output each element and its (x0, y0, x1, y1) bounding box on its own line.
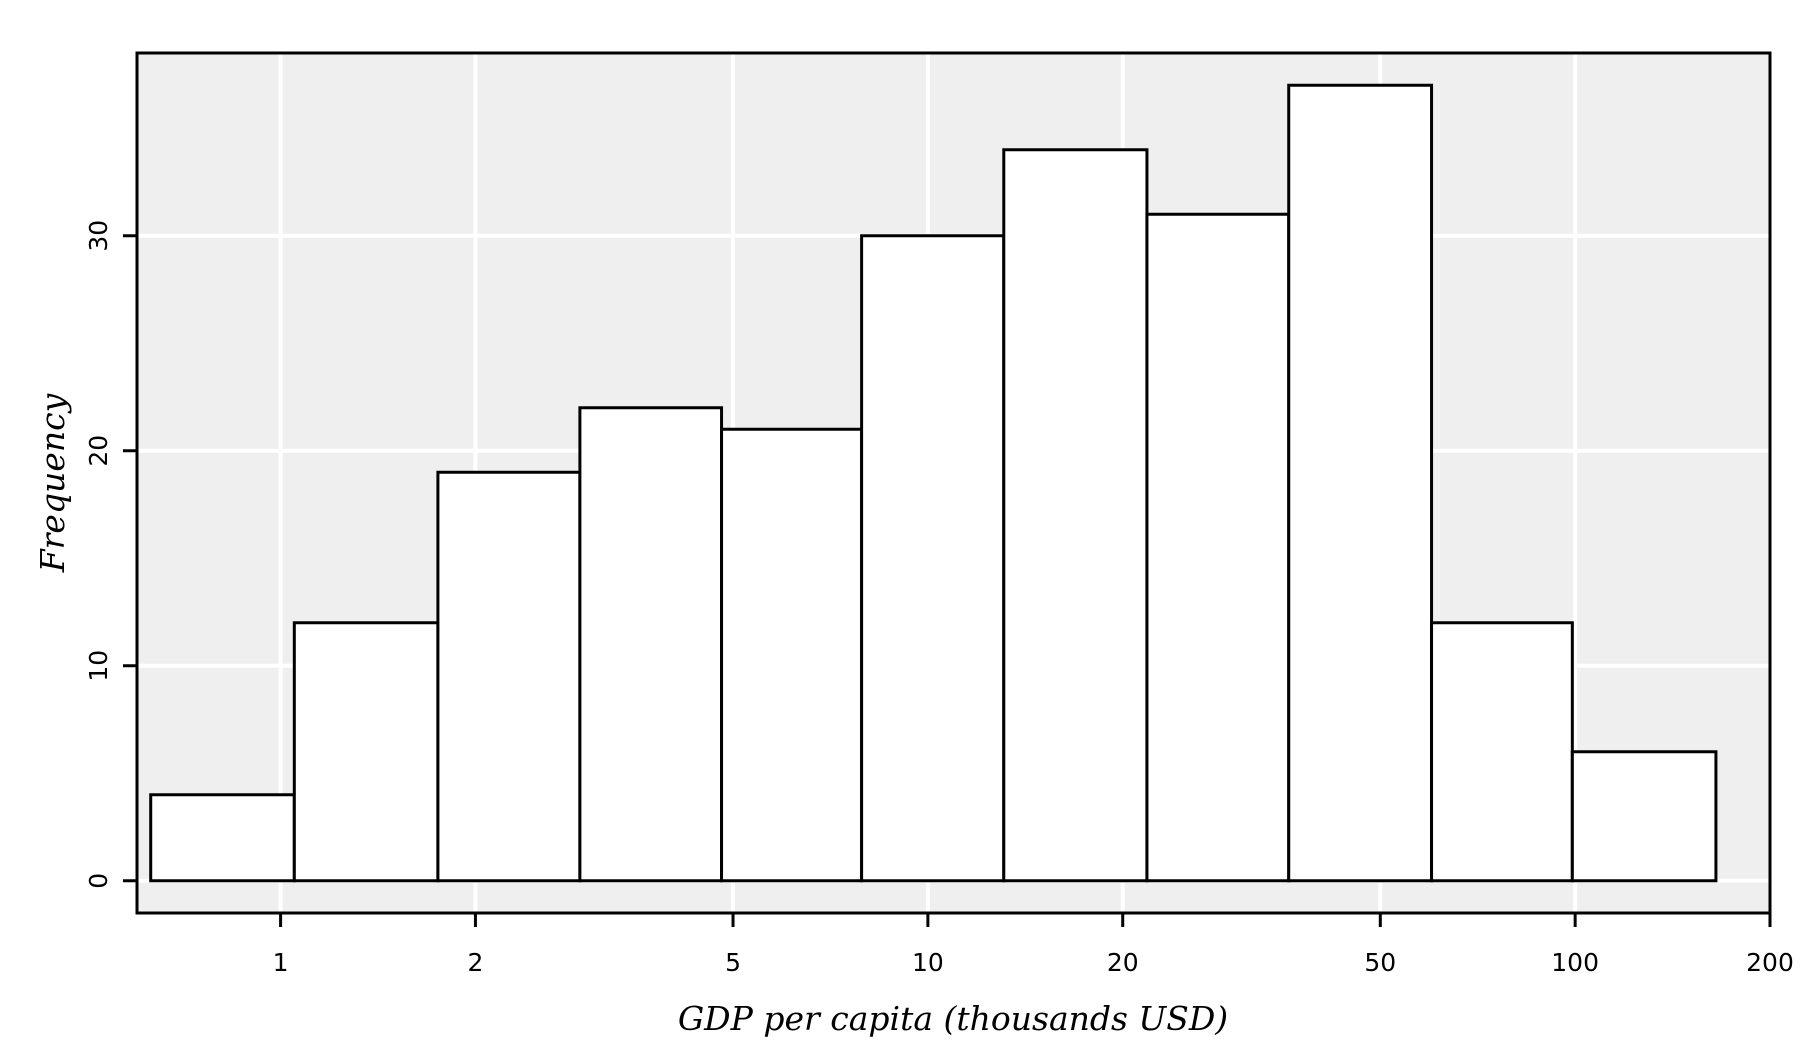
x-tick-label-10: 10 (912, 948, 944, 977)
x-tick-label-200: 200 (1746, 948, 1794, 977)
histogram-bar-8 (1145, 212, 1291, 883)
y-axis-title: Frequency (33, 393, 72, 573)
y-tick-label-20: 20 (84, 435, 113, 467)
histogram-bar-5 (720, 427, 864, 883)
histogram-bar-7 (1002, 148, 1149, 883)
x-tick-label-5: 5 (725, 948, 741, 977)
histogram-bars (149, 83, 1718, 883)
plot-frame (135, 51, 1772, 915)
histogram-bar-4 (578, 406, 724, 883)
x-tick-label-2: 2 (467, 948, 483, 977)
histogram-bar-3 (436, 470, 582, 883)
histogram-bar-1 (149, 793, 296, 883)
y-tick-label-30: 30 (84, 220, 113, 252)
x-tick-label-20: 20 (1107, 948, 1139, 977)
histogram-bar-2 (292, 621, 440, 883)
histogram-bar-6 (860, 234, 1006, 883)
y-tick-label-0: 0 (84, 873, 113, 889)
y-tick-label-10: 10 (84, 650, 113, 682)
x-axis: 1 2 5 10 20 50 100 200 (273, 913, 1794, 977)
histogram-bar-10 (1430, 621, 1574, 883)
x-axis-title: GDP per capita (thousands USD) (678, 999, 1228, 1038)
x-tick-label-50: 50 (1364, 948, 1396, 977)
x-tick-label-1: 1 (273, 948, 289, 977)
x-tick-label-100: 100 (1551, 948, 1599, 977)
histogram-bar-9 (1287, 83, 1434, 883)
y-axis: 0 10 20 30 (84, 220, 137, 889)
histogram-bar-11 (1570, 750, 1718, 883)
